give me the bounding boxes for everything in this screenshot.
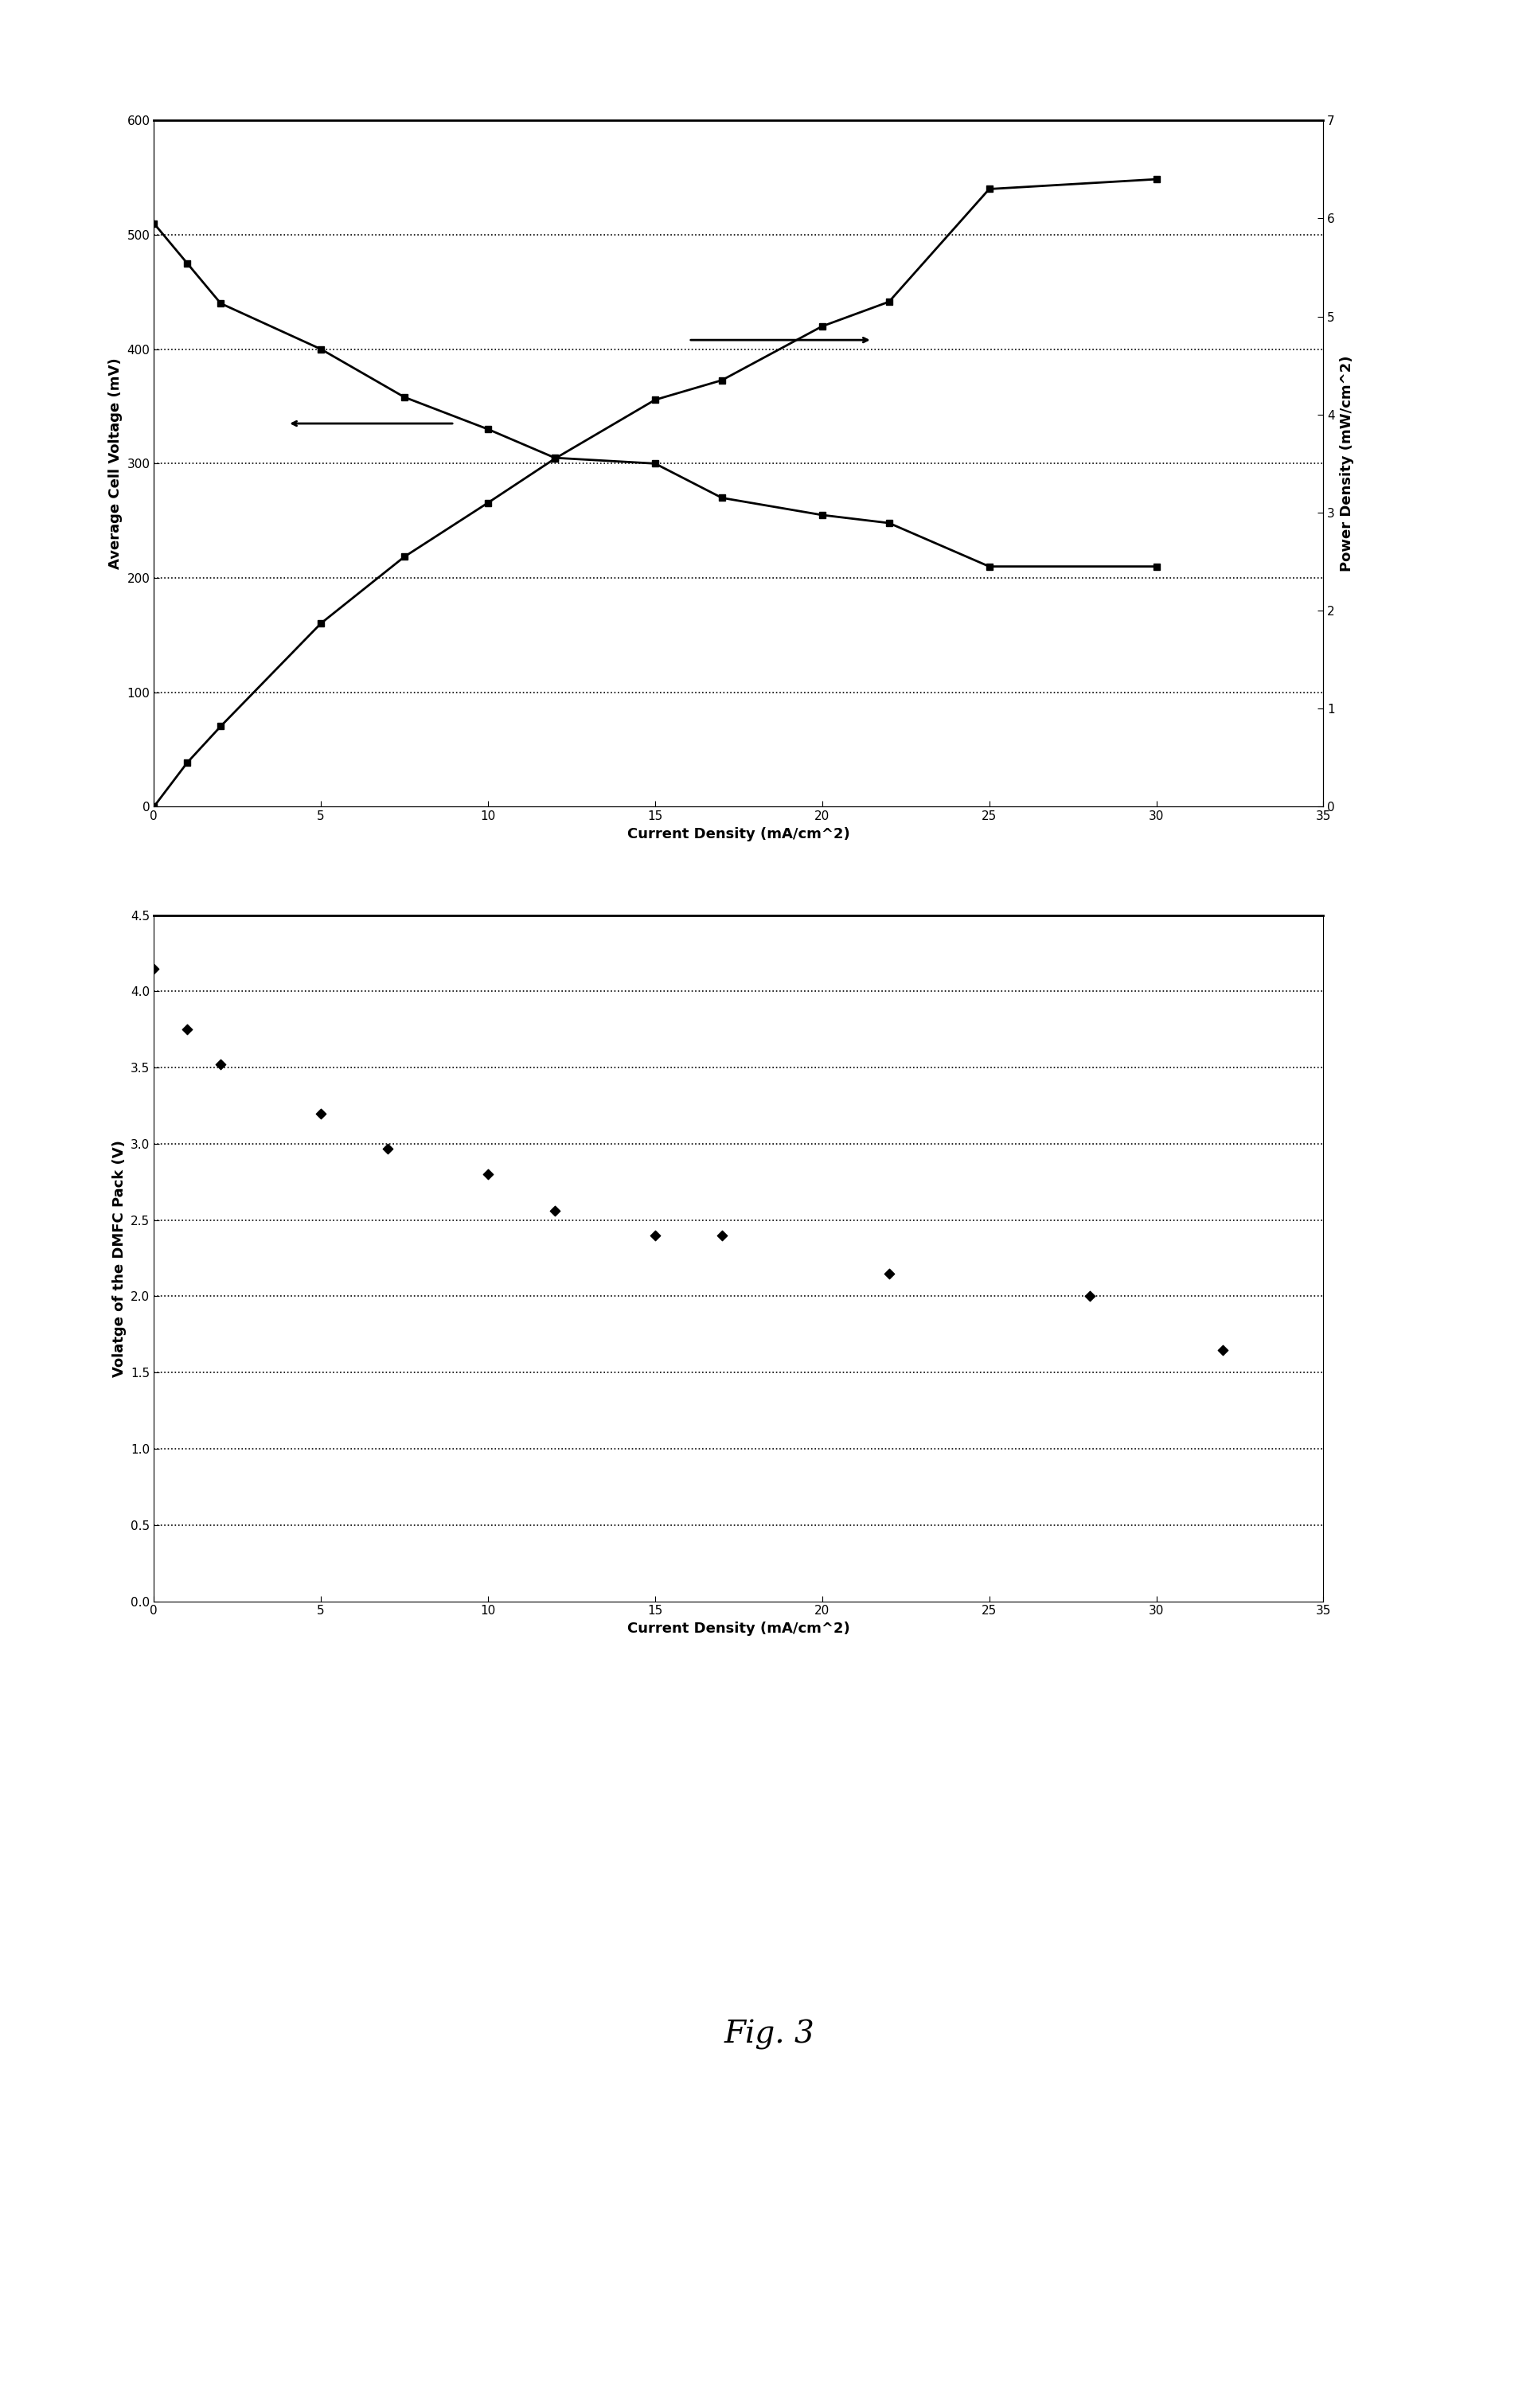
Y-axis label: Volatge of the DMFC Pack (V): Volatge of the DMFC Pack (V) xyxy=(112,1139,126,1377)
Point xyxy=(643,1216,667,1255)
Point xyxy=(141,949,166,987)
X-axis label: Current Density (mA/cm^2): Current Density (mA/cm^2) xyxy=(628,1621,849,1635)
Point xyxy=(175,1011,200,1050)
Point xyxy=(208,1045,232,1084)
Point xyxy=(709,1216,734,1255)
X-axis label: Current Density (mA/cm^2): Current Density (mA/cm^2) xyxy=(628,826,849,840)
Point xyxy=(475,1156,500,1194)
Point xyxy=(309,1093,334,1132)
Point xyxy=(1210,1329,1235,1368)
Point xyxy=(375,1129,400,1168)
Point xyxy=(543,1192,568,1230)
Y-axis label: Power Density (mW/cm^2): Power Density (mW/cm^2) xyxy=(1338,356,1353,571)
Point xyxy=(877,1255,901,1293)
Text: Fig. 3: Fig. 3 xyxy=(724,2020,814,2049)
Point xyxy=(1077,1276,1101,1315)
Y-axis label: Average Cell Voltage (mV): Average Cell Voltage (mV) xyxy=(108,359,123,568)
